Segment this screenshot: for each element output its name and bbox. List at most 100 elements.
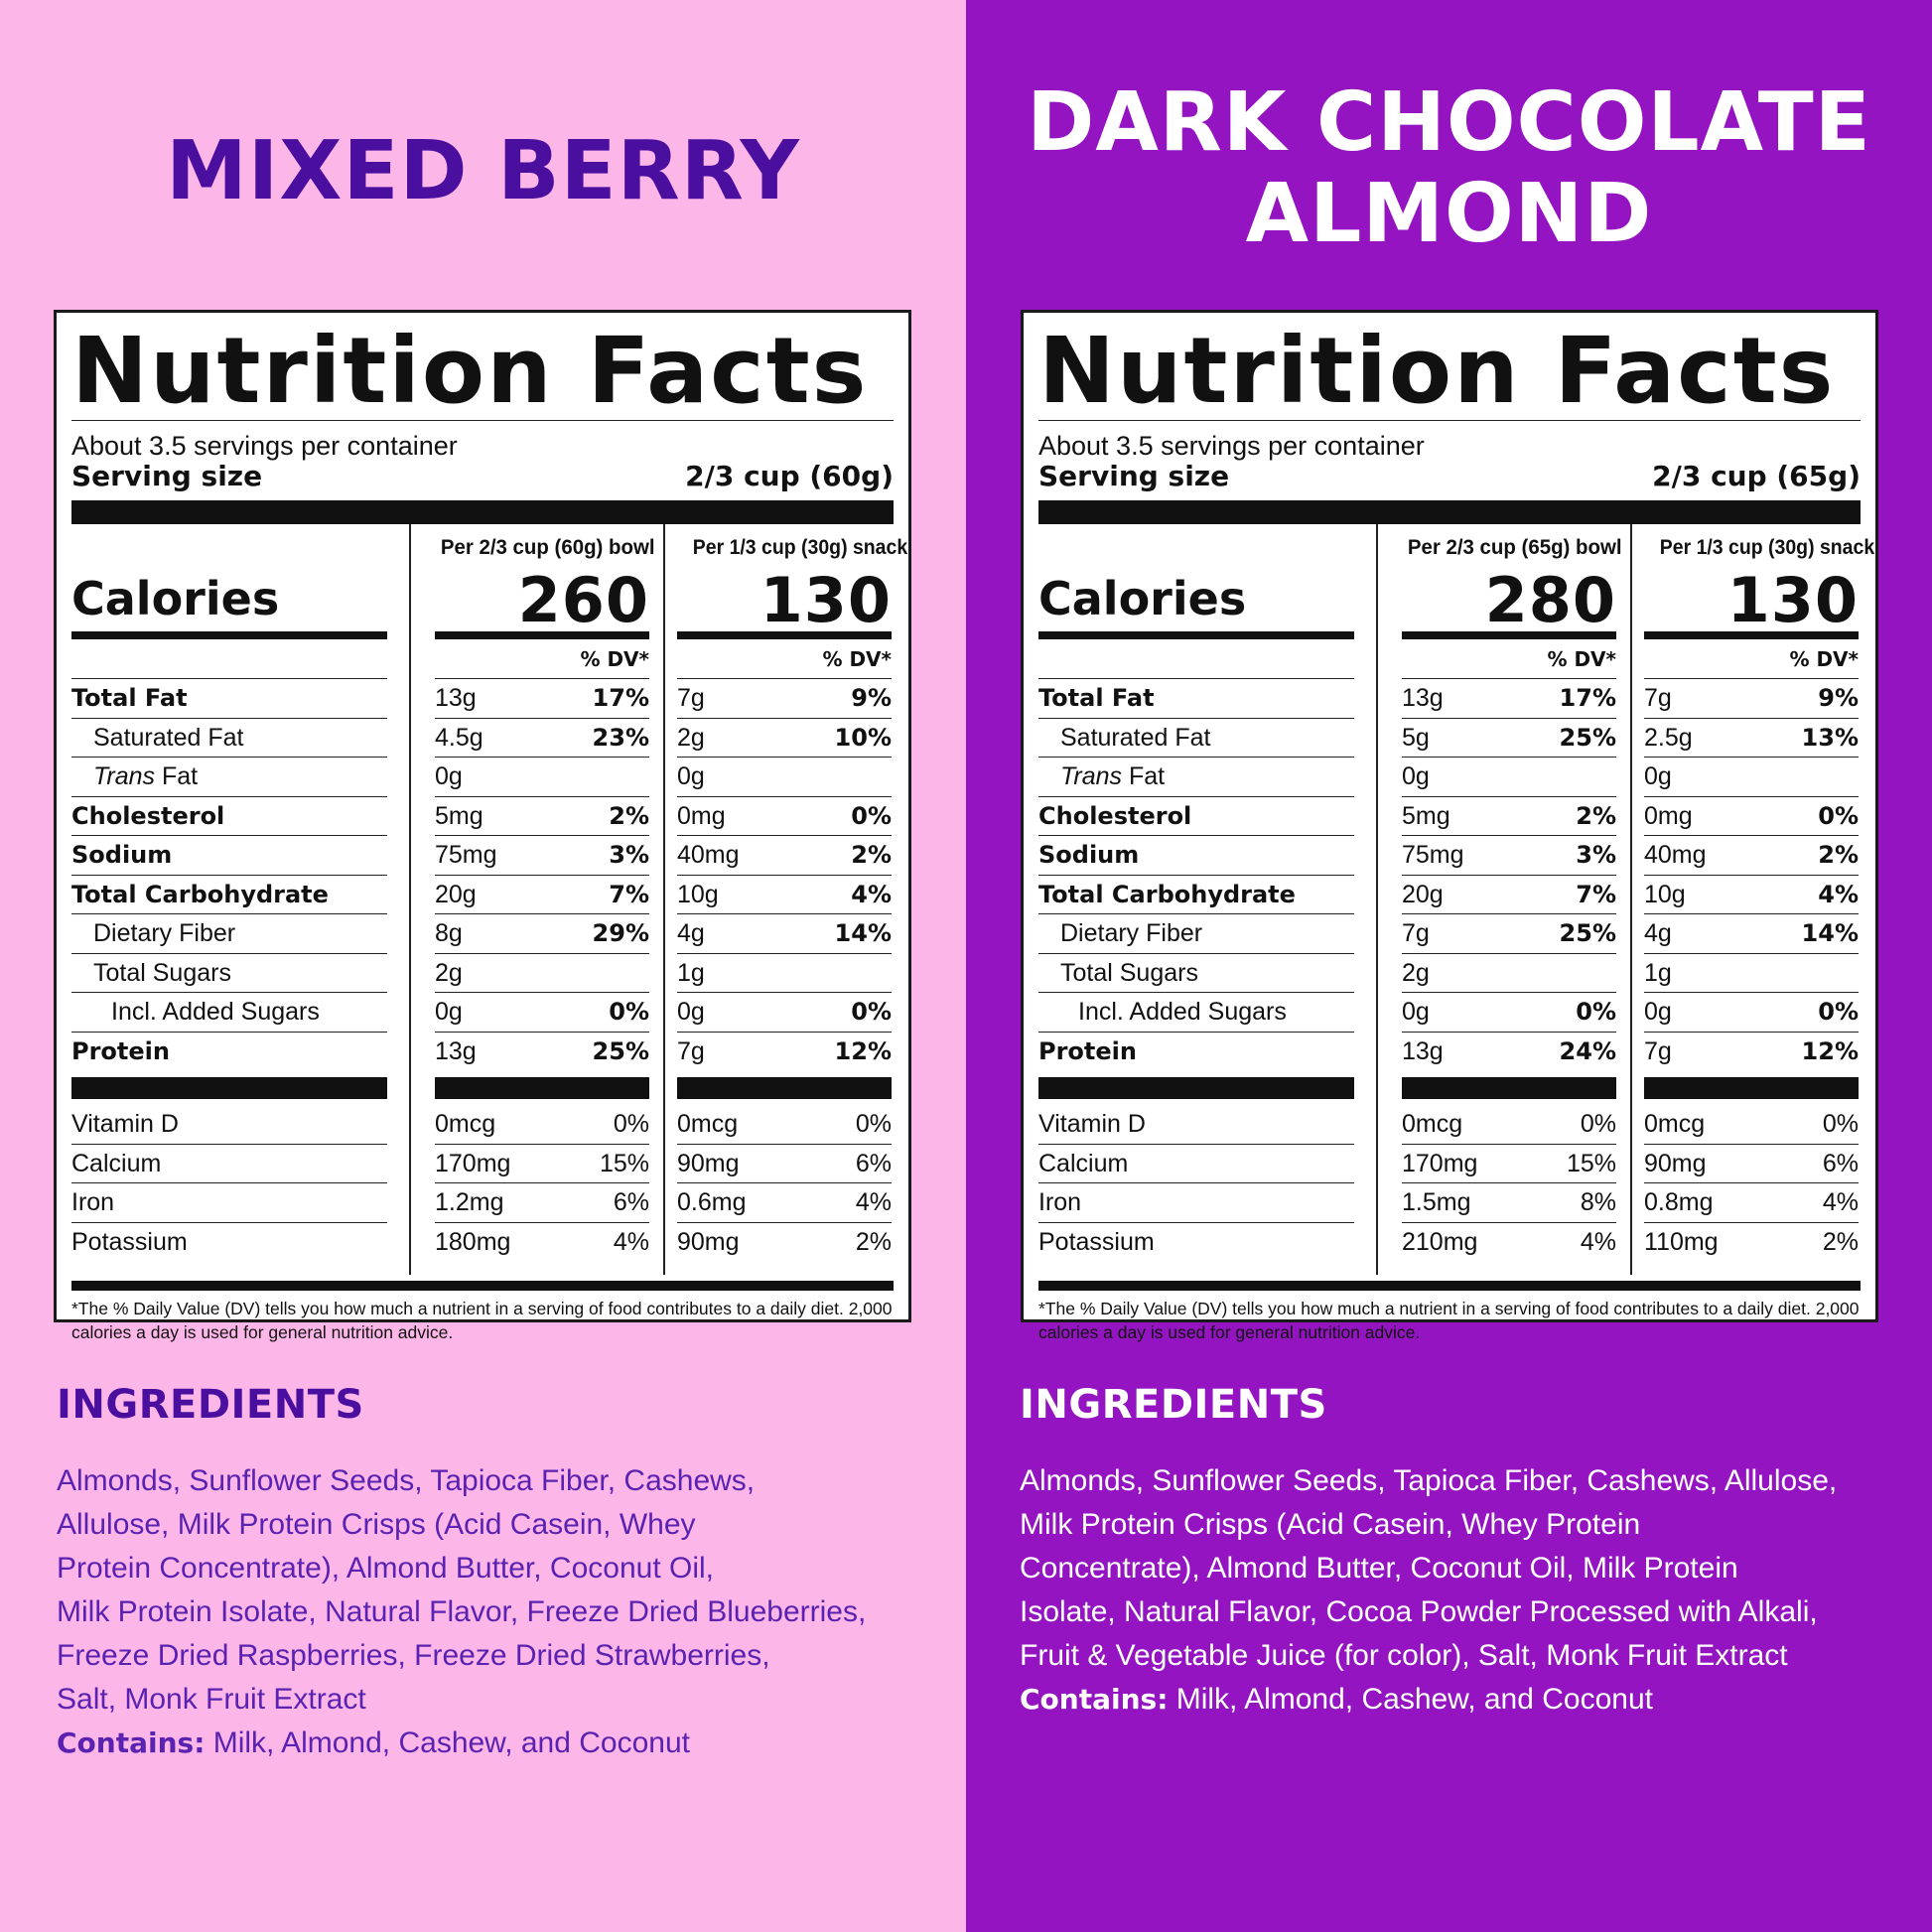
nutrient-row: Incl. Added Sugars (1038, 993, 1354, 1033)
nutrient-dv: 14% (1801, 919, 1859, 947)
nutrient-label: Total Carbohydrate (71, 880, 329, 908)
nutrient-amount: 7g (1644, 1036, 1672, 1065)
nutrient-value-row: 13g 17% (1402, 679, 1616, 719)
vitamin-dv: 8% (1580, 1188, 1616, 1216)
nutrient-amount: 40mg (677, 841, 740, 869)
divider-calories (1038, 631, 1354, 639)
dv-footnote: *The % Daily Value (DV) tells you how mu… (71, 1299, 893, 1342)
nutrient-dv: 17% (1559, 684, 1616, 712)
divider (71, 420, 894, 421)
nutrient-dv: 9% (1818, 684, 1859, 712)
calories-value: 130 (1726, 564, 1859, 636)
vitamin-value-row: 180mg 4% (435, 1223, 649, 1263)
divider-calories (1402, 631, 1616, 639)
vitamin-value-row: 90mg 6% (1644, 1145, 1859, 1183)
serving-column-header: Per 1/3 cup (30g) snack (692, 536, 908, 559)
nutrient-label: Incl. Added Sugars (1078, 998, 1287, 1026)
nutrient-amount: 75mg (1402, 841, 1464, 869)
divider-thick (71, 1077, 387, 1099)
nutrient-label: Protein (1038, 1036, 1137, 1065)
ingredients-line: Freeze Dried Raspberries, Freeze Dried S… (57, 1639, 770, 1672)
vitamin-value-row: 0mcg 0% (435, 1105, 649, 1145)
vitamin-dv: 4% (613, 1227, 649, 1256)
nutrient-dv: 25% (1559, 723, 1616, 752)
nutrient-value-row: 40mg 2% (677, 836, 892, 876)
ingredients-line: Fruit & Vegetable Juice (for color), Sal… (1020, 1639, 1788, 1672)
ingredients-line: Almonds, Sunflower Seeds, Tapioca Fiber,… (1020, 1464, 1838, 1497)
vitamin-value-row: 1.5mg 8% (1402, 1183, 1616, 1223)
nutrient-label: Dietary Fiber (1060, 919, 1203, 947)
vitamin-row: Potassium (1038, 1223, 1354, 1263)
nutrient-dv: 2% (1818, 841, 1859, 869)
nutrient-amount: 20g (1402, 880, 1444, 908)
nutrient-label: Total Sugars (1060, 958, 1198, 987)
nutrient-amount: 7g (1644, 684, 1672, 712)
nutrient-amount: 13g (435, 1036, 477, 1065)
nutrient-row: Trans Fat (71, 758, 387, 797)
nutrient-amount: 5g (1402, 723, 1430, 752)
nutrient-label: Total Fat (1038, 684, 1155, 712)
nutrient-row: Total Carbohydrate (71, 876, 387, 914)
vitamin-dv: 0% (1822, 1110, 1859, 1138)
nutrient-row: Total Fat (71, 679, 387, 719)
nutrient-amount: 10g (1644, 880, 1686, 908)
calories-value: 130 (759, 564, 892, 636)
vitamin-value-row: 170mg 15% (1402, 1145, 1616, 1183)
nutrient-dv: 14% (834, 919, 892, 947)
ingredients-line: Salt, Monk Fruit Extract (57, 1683, 366, 1716)
panel-mixed-berry: MIXED BERRY Nutrition Facts About 3.5 ser… (0, 0, 966, 1932)
ingredients-title: INGREDIENTS (1020, 1382, 1327, 1428)
nutrient-value-row: 0g (677, 758, 892, 797)
nutrient-amount: 0g (1644, 762, 1672, 790)
nutrient-dv: 0% (1576, 998, 1616, 1026)
calories-label: Calories (1038, 572, 1247, 625)
nutrient-row: Incl. Added Sugars (71, 993, 387, 1033)
divider-thick (1038, 1077, 1354, 1099)
vitamin-row: Iron (71, 1183, 387, 1223)
nutrient-amount: 5mg (435, 801, 483, 830)
vitamin-dv: 2% (855, 1227, 892, 1256)
vitamin-value-row: 0.8mg 4% (1644, 1183, 1859, 1223)
contains-text: Milk, Almond, Cashew, and Coconut (205, 1726, 690, 1759)
ingredients-text: Almonds, Sunflower Seeds, Tapioca Fiber,… (57, 1459, 950, 1765)
vitamin-value-row: 210mg 4% (1402, 1223, 1616, 1263)
serving-column-1: Per 2/3 cup (60g) bowl 260% DV* 13g 17% 4.5g… (435, 524, 655, 1263)
column-divider (1376, 524, 1378, 1275)
nutrient-dv: 23% (592, 723, 649, 752)
nutrient-amount: 0g (1644, 998, 1672, 1026)
dv-footnote: *The % Daily Value (DV) tells you how mu… (1038, 1299, 1860, 1342)
serving-size-label: Serving size (1038, 460, 1230, 492)
vitamin-dv: 4% (1580, 1227, 1616, 1256)
nutrient-value-row: 40mg 2% (1644, 836, 1859, 876)
vitamin-amount: 0.8mg (1644, 1188, 1714, 1216)
nutrient-value-row: 1g (1644, 954, 1859, 993)
nutrient-table: Calories Total Fat Saturated Fat Trans Fat C… (71, 524, 908, 1275)
nutrient-dv: 0% (1818, 801, 1859, 830)
nutrient-label: Sodium (71, 841, 173, 869)
nutrient-amount: 20g (435, 880, 477, 908)
vitamin-label: Potassium (1038, 1227, 1155, 1256)
dv-header: % DV* (1644, 639, 1859, 679)
nutrient-dv: 4% (1818, 880, 1859, 908)
vitamin-amount: 0mcg (677, 1110, 739, 1138)
flavor-title: DARK CHOCOLATE ALMOND (966, 77, 1932, 260)
nutrient-label: Total Sugars (93, 958, 231, 987)
nutrient-label-rest: Fat (1122, 762, 1166, 790)
vitamin-dv: 0% (613, 1110, 649, 1138)
vitamin-label: Vitamin D (71, 1110, 179, 1138)
nutrient-amount: 7g (1402, 919, 1430, 947)
nutrient-label: Total Carbohydrate (1038, 880, 1296, 908)
nutrient-label: Total Fat (71, 684, 188, 712)
nutrient-value-row: 20g 7% (435, 876, 649, 914)
nutrient-row: Cholesterol (1038, 797, 1354, 836)
vitamin-value-row: 1.2mg 6% (435, 1183, 649, 1223)
vitamin-dv: 2% (1822, 1227, 1859, 1256)
nutrient-label-italic: Trans (1060, 762, 1123, 790)
divider-thick (677, 1077, 892, 1099)
vitamin-dv: 0% (855, 1110, 892, 1138)
nutrient-dv: 25% (592, 1036, 649, 1065)
nutrient-value-row: 4g 14% (677, 914, 892, 954)
nutrient-value-row: 5g 25% (1402, 719, 1616, 758)
nutrient-amount: 0mg (677, 801, 726, 830)
vitamin-amount: 1.5mg (1402, 1188, 1471, 1216)
